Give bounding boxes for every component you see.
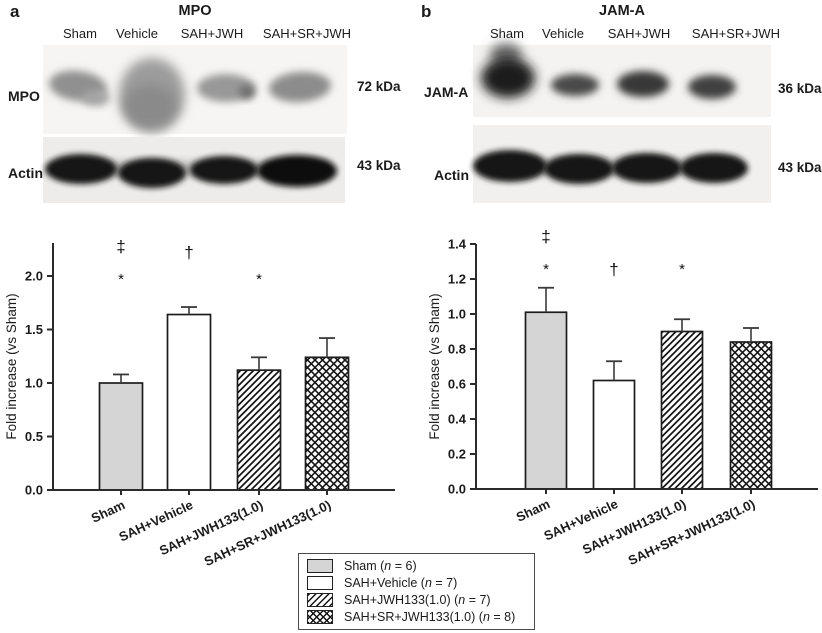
y-tick-label: 0.8 xyxy=(448,342,466,357)
bar-chart-mpo: 0.0 0.5 1.0 1.5 2.0 Fold increase (vs Sham) Sh… xyxy=(4,237,395,569)
y-tick-label: 0.4 xyxy=(448,412,467,427)
legend-item-jwh: SAH+JWH133(1.0) (n = 7) xyxy=(307,592,528,608)
significance-symbol: * xyxy=(256,271,262,288)
legend-label: SAH+SR+JWH133(1.0) (n = 8) xyxy=(344,610,515,624)
lane-label-b-3: SAH+SR+JWH xyxy=(691,26,781,41)
panel-letter-a: a xyxy=(10,2,20,21)
legend-text: = 8) xyxy=(489,610,516,624)
y-tick-label: 1.0 xyxy=(448,307,466,322)
blot-row-label-actin-b: Actin xyxy=(434,167,469,183)
lane-label-b-1: Vehicle xyxy=(542,26,584,41)
legend-text: SAH+Vehicle ( xyxy=(344,576,425,590)
legend-text: SAH+JWH133(1.0) ( xyxy=(344,593,459,607)
legend-label: Sham (n = 6) xyxy=(344,559,417,573)
lane-label-b-0: Sham xyxy=(490,26,524,41)
significance-symbol: ‡ xyxy=(541,227,550,246)
legend-n-italic: n xyxy=(424,576,432,590)
legend-text: = 6) xyxy=(391,559,417,573)
bar-b-2 xyxy=(660,330,704,490)
blot-row-label-mpo: MPO xyxy=(8,88,40,104)
y-tick-label: 1.2 xyxy=(448,272,466,287)
lane-label-a-1: Vehicle xyxy=(116,26,158,41)
y-tick-label: 1.0 xyxy=(25,376,43,391)
lane-label-b-2: SAH+JWH xyxy=(607,26,671,41)
legend-label: SAH+JWH133(1.0) (n = 7) xyxy=(344,593,491,607)
significance-symbol: ‡ xyxy=(116,237,125,256)
y-tick-label: 1.4 xyxy=(448,237,467,252)
lane-label-a-2: SAH+JWH xyxy=(180,26,244,41)
panel-a-title: MPO xyxy=(178,3,212,19)
blot-actin-a-strip xyxy=(43,137,345,203)
bar-b-1 xyxy=(592,379,636,490)
legend-n-italic: n xyxy=(458,593,466,607)
legend-n-italic: n xyxy=(384,559,392,573)
y-tick-label: 0.5 xyxy=(25,429,43,444)
legend-item-sham: Sham (n = 6) xyxy=(307,558,528,574)
significance-symbol: * xyxy=(543,261,549,278)
legend-item-vehicle: SAH+Vehicle (n = 7) xyxy=(307,575,528,591)
kda-label-36: 36 kDa xyxy=(778,81,822,96)
y-tick-label: 0.0 xyxy=(25,483,43,498)
significance-symbol: * xyxy=(118,271,124,288)
legend-label: SAH+Vehicle (n = 7) xyxy=(344,576,457,590)
y-axis-title: Fold increase (vs Sham) xyxy=(4,293,19,439)
x-category-label: SAH+SR+JWH133(1.0) xyxy=(626,496,757,568)
bar-b-3 xyxy=(729,341,773,490)
bar-chart-jama: 0.0 0.2 0.4 0.6 0.8 1.0 1.2 1.4 Fold increase (v… xyxy=(427,227,818,568)
y-axis-title: Fold increase (vs Sham) xyxy=(427,293,442,439)
legend-item-sr-jwh: SAH+SR+JWH133(1.0) (n = 8) xyxy=(307,609,528,625)
y-tick-label: 0.2 xyxy=(448,447,466,462)
significance-symbol: † xyxy=(184,243,193,262)
blot-row-label-jama: JAM-A xyxy=(424,84,469,100)
kda-label-43b: 43 kDa xyxy=(778,160,822,175)
lane-label-a-3: SAH+SR+JWH xyxy=(262,26,352,41)
x-category-label: Sham xyxy=(514,496,552,525)
legend-text: = 7) xyxy=(465,593,491,607)
bar-a-2 xyxy=(236,369,282,491)
y-tick-label: 2.0 xyxy=(25,269,43,284)
y-tick-label: 0.0 xyxy=(448,482,466,497)
lane-label-a-0: Sham xyxy=(63,26,97,41)
legend-n-italic: n xyxy=(482,610,490,624)
legend-swatch-gray xyxy=(307,559,333,573)
legend-text: = 7) xyxy=(431,576,458,590)
legend-swatch-white xyxy=(307,576,333,590)
legend-swatch-crosshatch xyxy=(307,610,333,624)
chart-legend: Sham (n = 6) SAH+Vehicle (n = 7) SAH+JWH… xyxy=(298,553,535,630)
y-tick-label: 1.5 xyxy=(25,322,43,337)
bar-b-0 xyxy=(524,311,568,490)
legend-text: SAH+SR+JWH133(1.0) ( xyxy=(344,610,483,624)
panel-letter-b: b xyxy=(421,2,432,21)
significance-symbol: * xyxy=(679,261,685,278)
blot-row-label-actin-a: Actin xyxy=(8,165,43,181)
significance-symbol: † xyxy=(609,260,618,279)
legend-swatch-diagonal xyxy=(307,593,333,607)
panel-b-title: JAM-A xyxy=(599,3,645,19)
x-category-label: Sham xyxy=(89,497,127,526)
bar-a-0 xyxy=(98,382,144,491)
bar-a-1 xyxy=(166,313,212,491)
blot-mpo-strip xyxy=(43,45,347,134)
blot-actin-b-strip xyxy=(473,125,771,203)
y-tick-label: 0.6 xyxy=(448,377,466,392)
bar-a-3 xyxy=(304,356,350,491)
kda-label-43a: 43 kDa xyxy=(357,158,401,173)
blot-jama-strip xyxy=(473,43,771,117)
legend-text: Sham ( xyxy=(344,559,385,573)
kda-label-72: 72 kDa xyxy=(357,79,401,94)
